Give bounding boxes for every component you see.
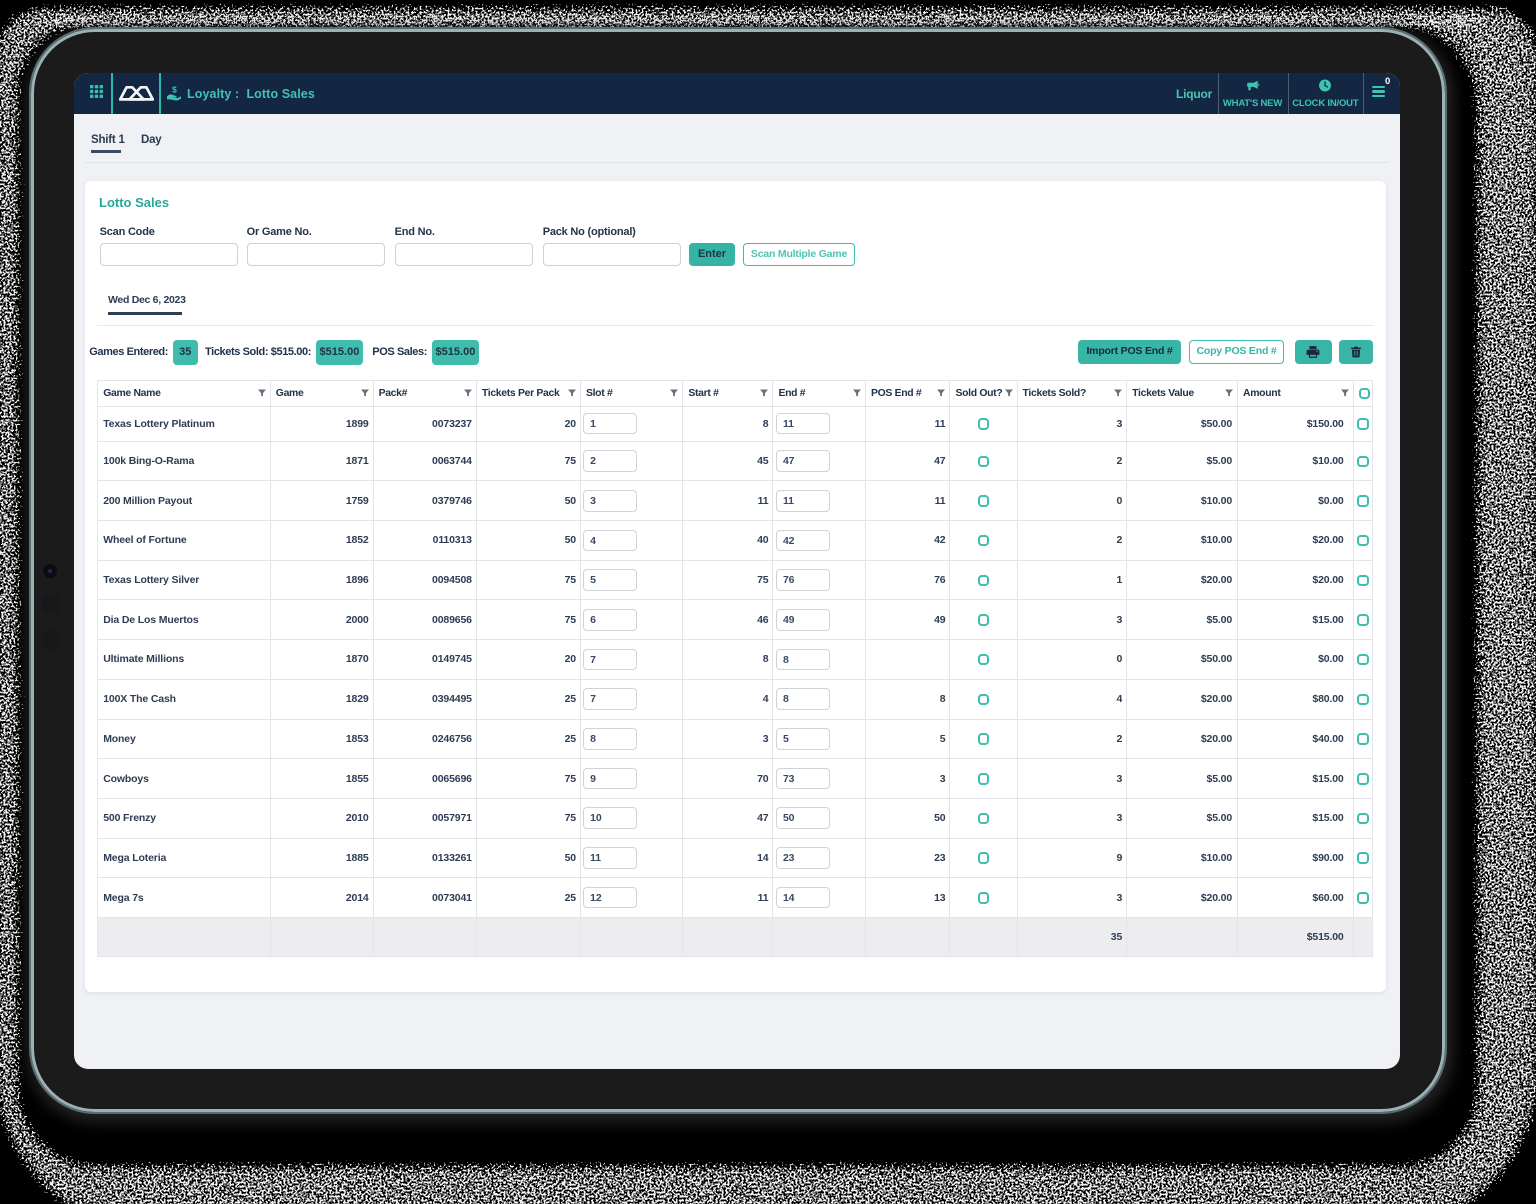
- svg-text:$: $: [172, 85, 177, 95]
